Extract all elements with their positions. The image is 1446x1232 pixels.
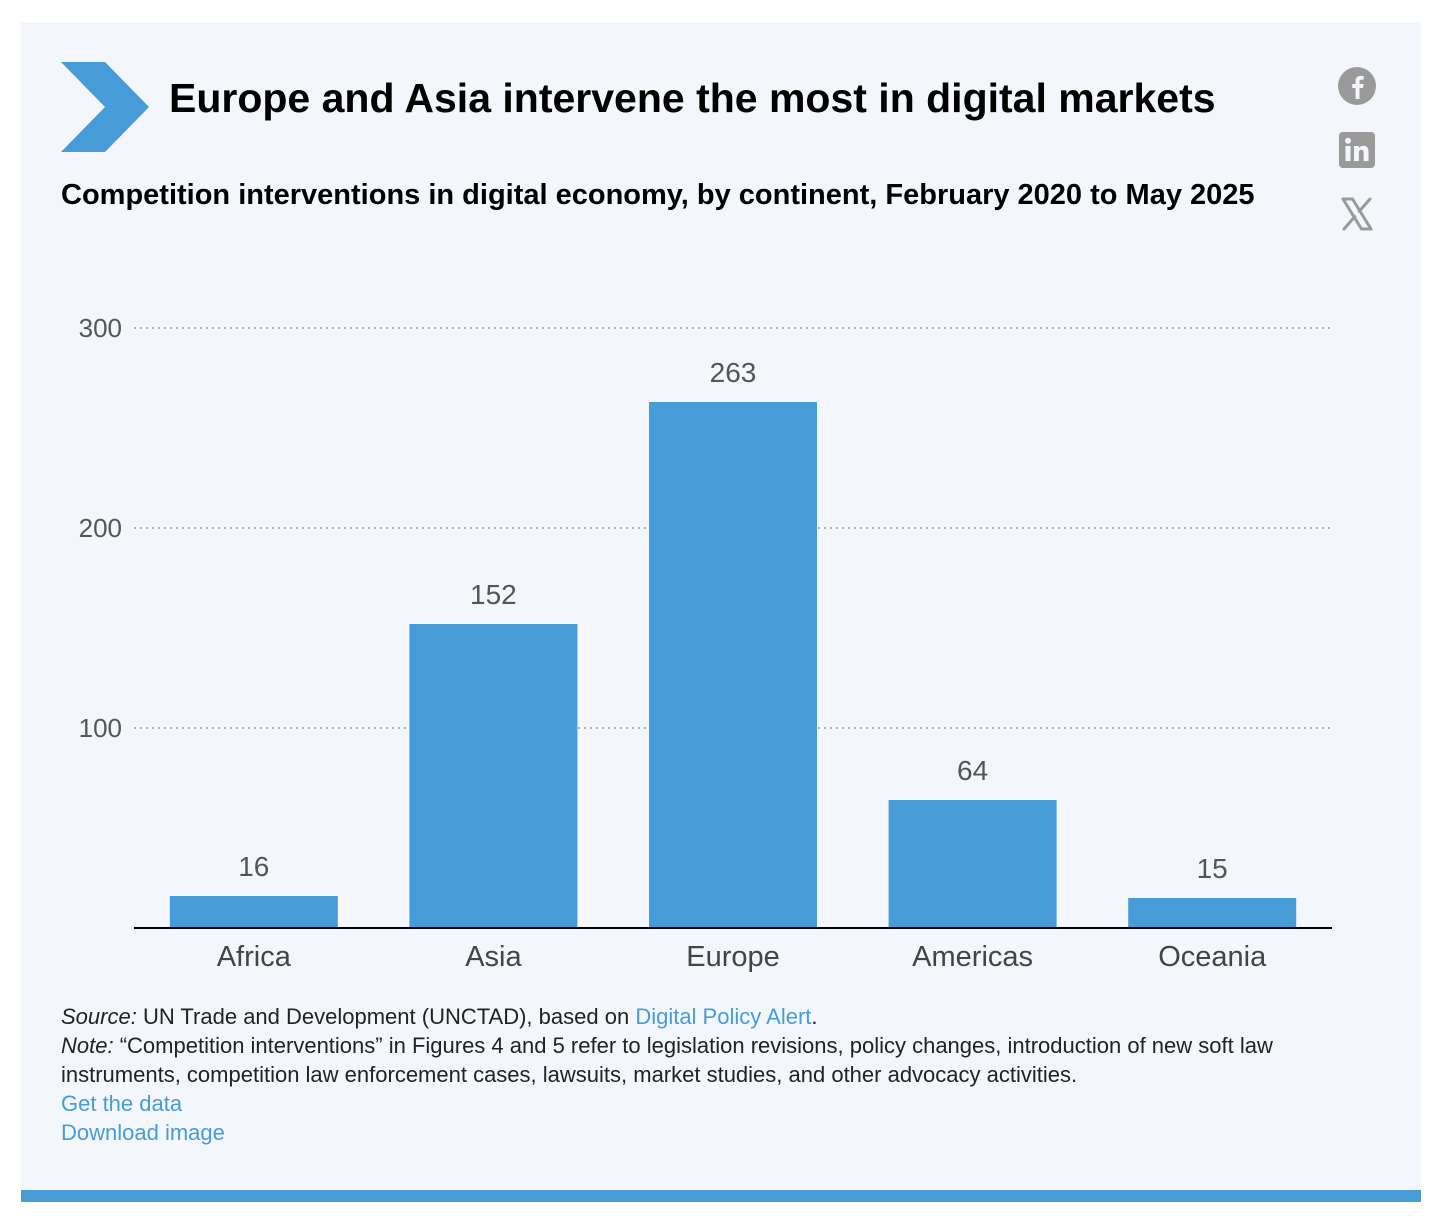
x-category-label: Americas: [912, 941, 1033, 973]
card-bottom-accent-bar: [21, 1190, 1421, 1202]
bar-asia: [409, 624, 578, 928]
y-tick-label: 300: [79, 313, 122, 343]
digital-policy-alert-link[interactable]: Digital Policy Alert: [635, 1004, 812, 1029]
y-tick-label: 200: [79, 513, 122, 543]
bar-chart: 100 200 300 16 Africa 152 Asia 263 Europe 64 Ameri…: [79, 313, 1332, 973]
linkedin-icon[interactable]: [1337, 130, 1377, 170]
note-line: Note: “Competition interventions” in Fig…: [61, 1031, 1381, 1089]
data-label: 15: [1197, 853, 1228, 884]
x-category-label: Oceania: [1158, 941, 1267, 973]
data-label: 263: [710, 357, 757, 388]
bar-africa: [169, 896, 338, 928]
x-category-label: Africa: [217, 941, 292, 973]
data-label: 152: [470, 579, 517, 610]
source-end: .: [811, 1004, 818, 1029]
source-text: UN Trade and Development (UNCTAD), based…: [136, 1004, 636, 1029]
chart-footer: Source: UN Trade and Development (UNCTAD…: [61, 1002, 1381, 1147]
get-the-data-link[interactable]: Get the data: [61, 1091, 183, 1116]
download-row: Download image: [61, 1118, 1381, 1147]
facebook-icon[interactable]: [1337, 66, 1377, 106]
x-icon[interactable]: [1337, 194, 1377, 234]
note-label: Note:: [61, 1033, 114, 1058]
download-image-link[interactable]: Download image: [61, 1120, 225, 1145]
get-data-row: Get the data: [61, 1089, 1381, 1118]
bar-americas: [888, 800, 1057, 928]
source-line: Source: UN Trade and Development (UNCTAD…: [61, 1002, 1381, 1031]
x-category-label: Asia: [465, 941, 522, 973]
chevron-logo-icon: [61, 62, 149, 152]
note-text: “Competition interventions” in Figures 4…: [61, 1033, 1273, 1087]
bar-oceania: [1128, 898, 1297, 928]
y-tick-label: 100: [79, 713, 122, 743]
x-category-label: Europe: [686, 941, 780, 973]
social-share-bar: [1337, 66, 1377, 258]
bar-europe: [649, 402, 817, 928]
chart-title: Europe and Asia intervene the most in di…: [169, 75, 1216, 121]
data-label: 64: [957, 755, 988, 786]
data-label: 16: [238, 851, 269, 882]
source-label: Source:: [61, 1004, 137, 1029]
chevron-shape: [61, 62, 149, 152]
chart-card: Europe and Asia intervene the most in di…: [21, 22, 1421, 1202]
chart-subtitle: Competition interventions in digital eco…: [61, 179, 1255, 211]
